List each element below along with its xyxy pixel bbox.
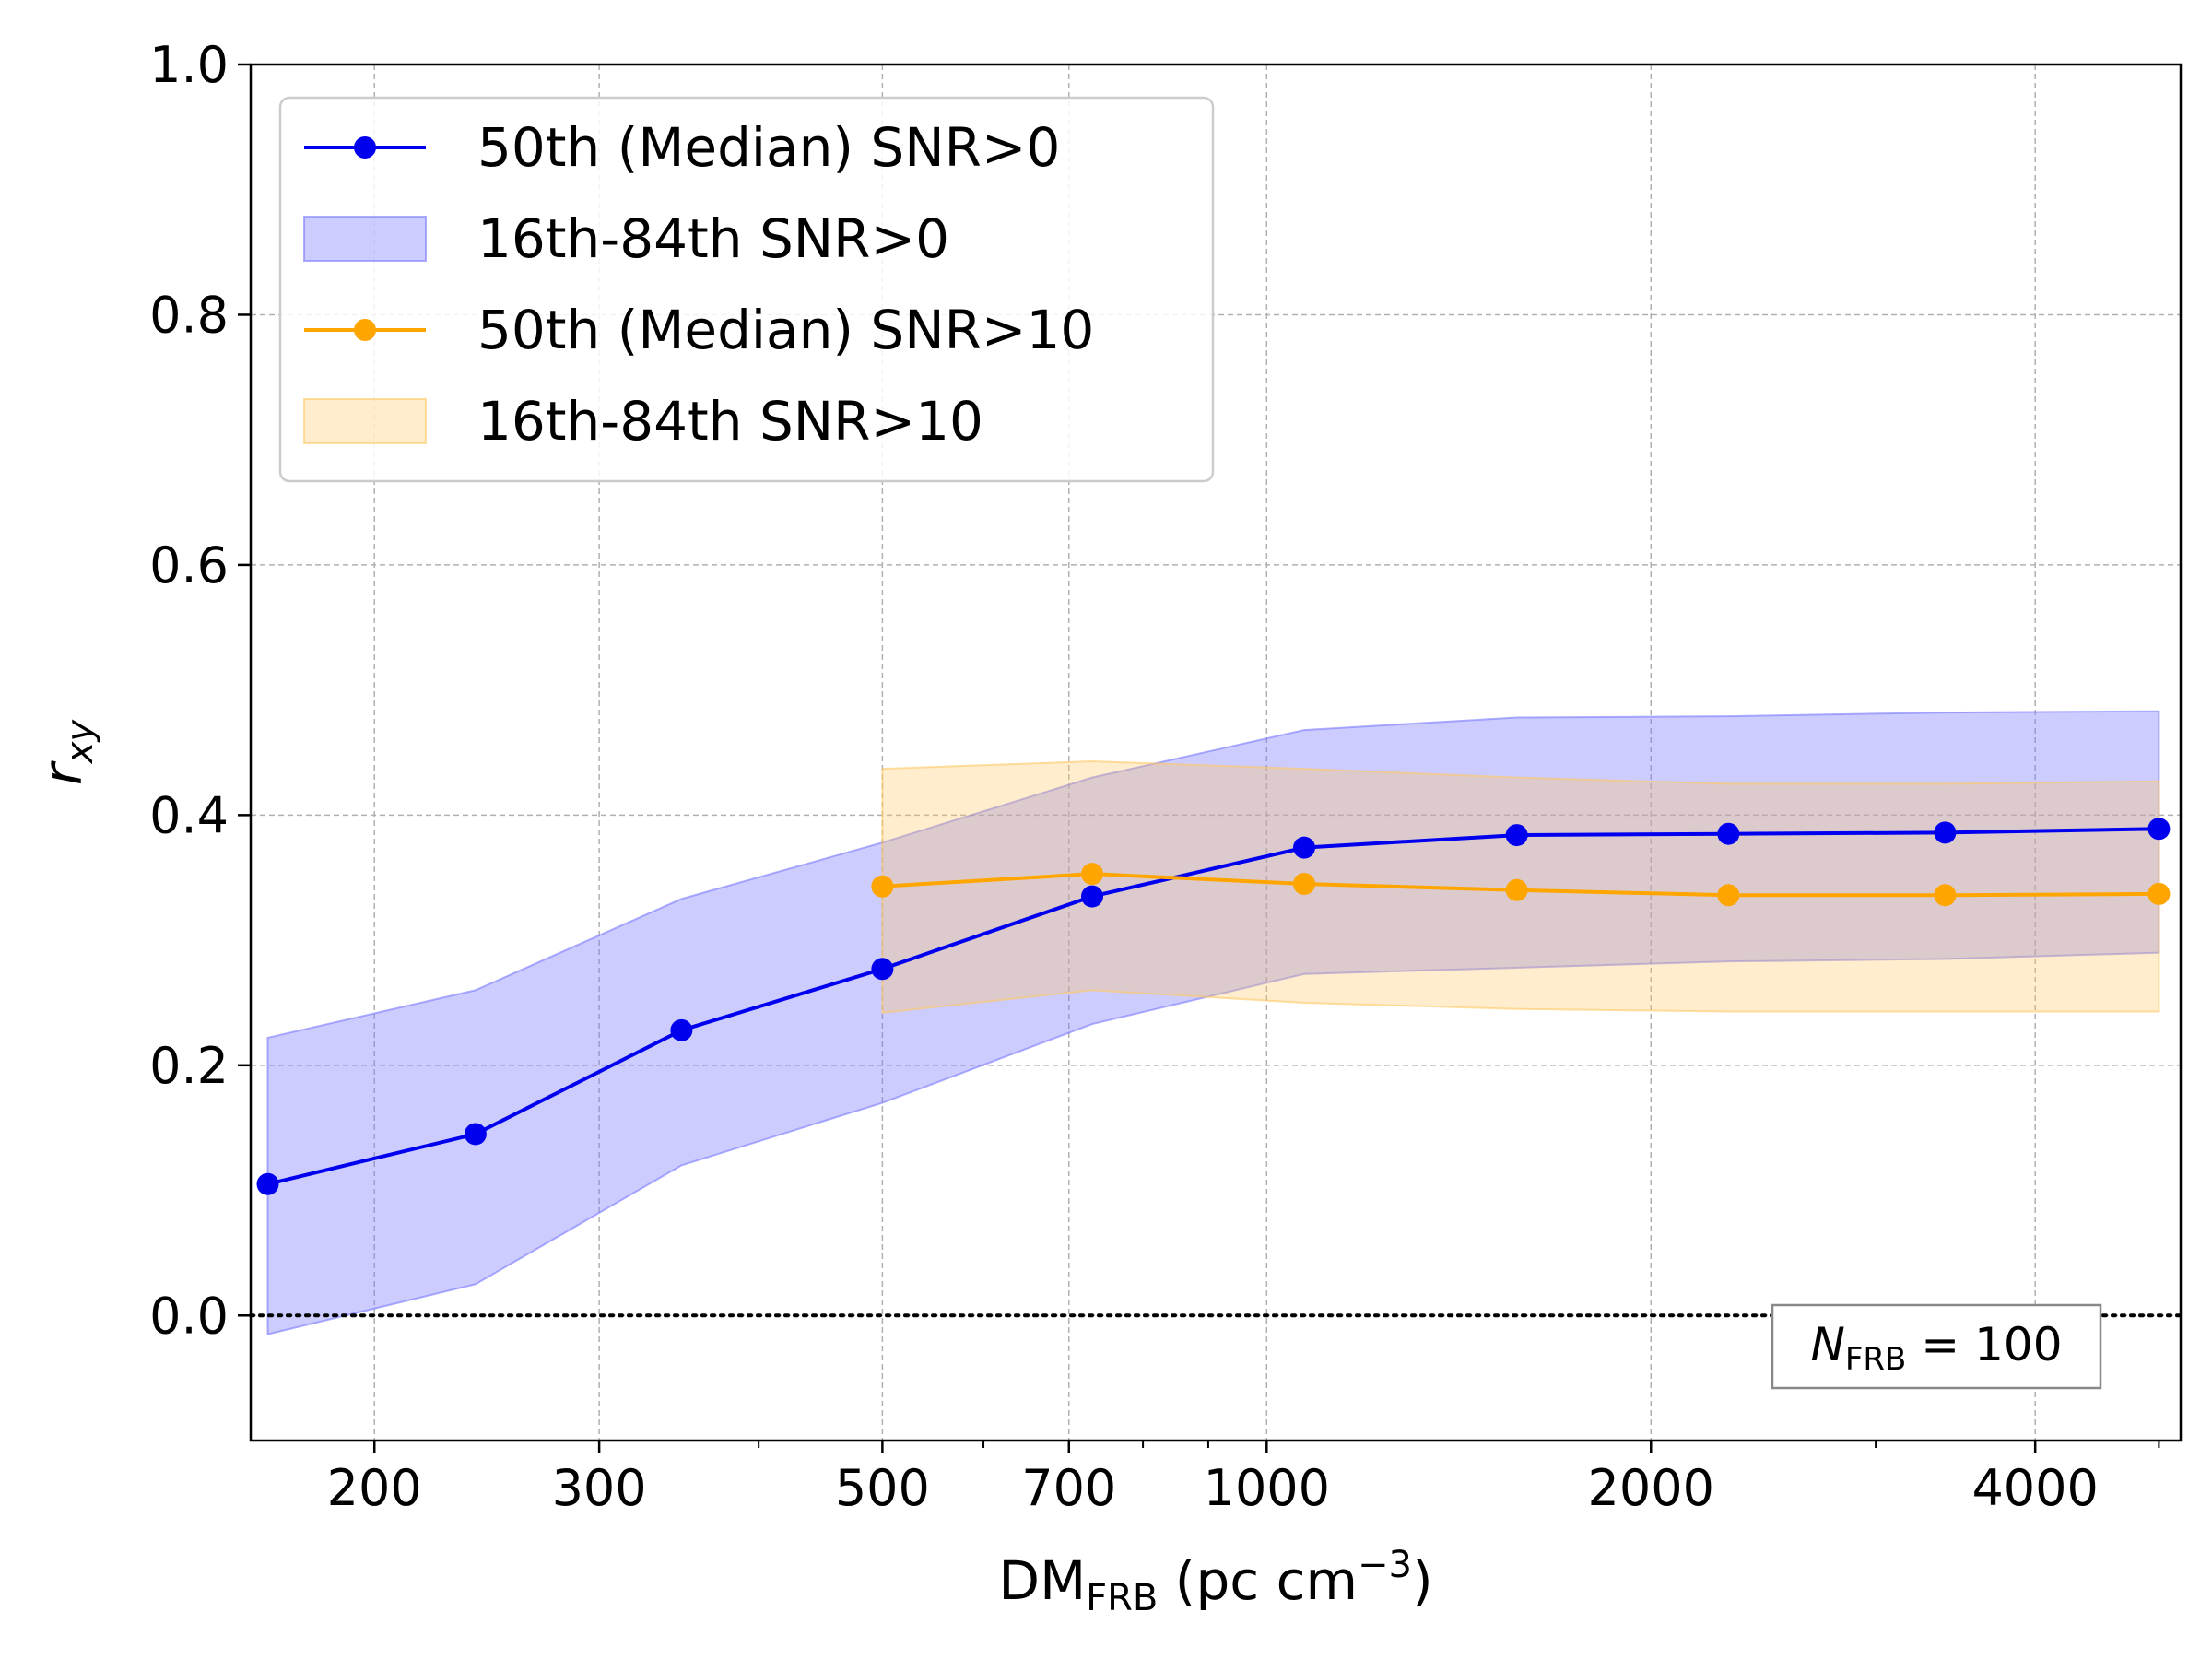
data-point-series-2 xyxy=(2147,882,2171,905)
x-label-main: DM xyxy=(998,1549,1086,1612)
legend-band-swatch xyxy=(303,216,427,262)
data-point-series-1 xyxy=(670,1018,693,1041)
legend: 50th (Median) SNR>0 16th-84th SNR>0 50th (… xyxy=(278,96,1215,483)
axis-ticks: 200 300 500 700 1000 2000 4000 0.0 0.2 0.4 0.6 0.8 1… xyxy=(149,36,2160,1517)
legend-marker xyxy=(354,319,376,341)
x-tick-label: 2000 xyxy=(1588,1459,1714,1517)
data-point-series-1 xyxy=(871,958,894,981)
legend-marker xyxy=(354,136,376,159)
x-tick-label: 4000 xyxy=(1971,1459,2098,1517)
annotation-rest: = 100 xyxy=(1906,1318,2062,1371)
x-tick-label: 300 xyxy=(552,1459,647,1517)
data-point-series-2 xyxy=(1081,863,1104,886)
x-label-unit-close: ) xyxy=(1412,1549,1433,1612)
data-point-series-1 xyxy=(1934,821,1957,844)
y-tick-label: 1.0 xyxy=(149,36,229,94)
legend-label: 50th (Median) SNR>0 xyxy=(477,116,1060,179)
data-point-series-1 xyxy=(1717,822,1740,845)
y-tick-label: 0.0 xyxy=(149,1287,229,1345)
annotation-text: NFRB = 100 xyxy=(1810,1318,2062,1378)
legend-label: 16th-84th SNR>10 xyxy=(477,390,983,453)
data-point-series-1 xyxy=(1505,824,1528,847)
plot-frame xyxy=(249,63,2183,1442)
y-label-sub: xy xyxy=(59,719,101,766)
median-line-series-1 xyxy=(267,827,2159,1186)
annotation-main: N xyxy=(1810,1318,1844,1371)
y-axis-label: rxy xyxy=(31,719,101,786)
y-tick-label: 0.8 xyxy=(149,286,229,344)
y-tick-label: 0.6 xyxy=(149,536,229,594)
data-point-series-1 xyxy=(1081,885,1104,908)
x-label-unit-sup: −3 xyxy=(1358,1544,1412,1586)
data-point-series-1 xyxy=(256,1172,279,1195)
x-tick-label: 200 xyxy=(327,1459,422,1517)
data-point-series-2 xyxy=(1717,884,1740,907)
legend-box xyxy=(278,96,1215,483)
y-tick-label: 0.2 xyxy=(149,1037,229,1095)
legend-label: 50th (Median) SNR>10 xyxy=(477,299,1094,361)
x-tick-label: 1000 xyxy=(1204,1459,1330,1517)
data-point-series-2 xyxy=(1293,873,1316,896)
data-point-series-2 xyxy=(871,875,894,898)
y-tick-label: 0.4 xyxy=(149,786,229,844)
x-label-sub: FRB xyxy=(1086,1577,1158,1619)
data-point-series-1 xyxy=(464,1123,487,1146)
annotation-box xyxy=(1771,1303,2102,1390)
median-points xyxy=(256,818,2171,1195)
annotation-sub: FRB xyxy=(1845,1341,1907,1378)
confidence-bands xyxy=(266,710,2160,1335)
x-label-unit: (pc cm xyxy=(1158,1549,1358,1612)
legend-band-swatch xyxy=(303,398,427,444)
data-point-series-1 xyxy=(2147,818,2171,841)
y-label-main: r xyxy=(31,760,94,785)
data-point-series-2 xyxy=(1505,878,1528,901)
n-frb-annotation: NFRB = 100 xyxy=(1771,1303,2102,1390)
data-point-series-1 xyxy=(1293,836,1316,859)
x-tick-label: 500 xyxy=(835,1459,930,1517)
legend-label: 16th-84th SNR>0 xyxy=(477,207,949,270)
x-tick-label: 700 xyxy=(1021,1459,1116,1517)
data-point-series-2 xyxy=(1934,884,1957,907)
x-axis-label: DMFRB (pc cm−3) xyxy=(998,1544,1432,1619)
